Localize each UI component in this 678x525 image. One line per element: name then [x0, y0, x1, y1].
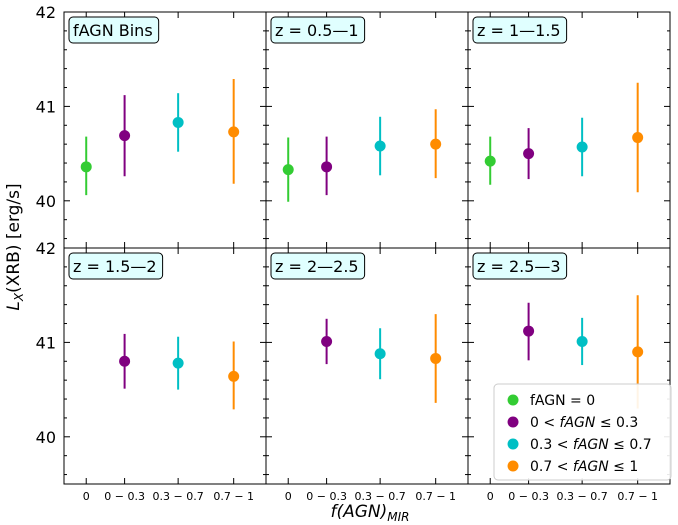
data-point [119, 130, 131, 142]
panel-title-box: z = 1.5—2 [68, 252, 164, 280]
x-tick-label: 0.3 − 0.7 [557, 490, 608, 503]
data-points [80, 79, 644, 410]
data-point [172, 116, 184, 128]
y-tick-label: 42 [36, 3, 56, 22]
panel-title: z = 1—1.5 [477, 21, 561, 40]
panel-frame-5 [467, 247, 671, 485]
data-point [228, 370, 240, 382]
legend-items: fAGN = 0 0 < fAGN ≤ 0.3 0.3 < fAGN ≤ 0.7 0.… [507, 393, 652, 475]
y-tick-label: 42 [36, 239, 56, 258]
panel-title-box: fAGN Bins [68, 16, 160, 44]
y-tick-label: 41 [36, 97, 56, 116]
panel-title: z = 0.5—1 [275, 21, 359, 40]
panel-title-frame [472, 16, 568, 44]
data-point [321, 335, 333, 347]
panel-title-box: z = 2.5—3 [472, 252, 568, 280]
y-label-sub: X [12, 292, 26, 302]
panel-title: z = 2—2.5 [275, 257, 359, 276]
panel-title-box: z = 1—1.5 [472, 16, 568, 44]
y-tick-label: 40 [36, 192, 56, 211]
x-tick-label: 0.3 − 0.7 [153, 490, 204, 503]
x-label-sub: MIR [387, 510, 409, 524]
panel-title-frame [270, 16, 366, 44]
data-point [80, 161, 92, 173]
data-point [430, 138, 442, 150]
legend-label: 0 < fAGN ≤ 0.3 [530, 415, 638, 431]
x-tick-label: 0.7 − 1 [415, 490, 456, 503]
legend-marker [507, 416, 519, 428]
data-point [228, 126, 240, 138]
data-point [321, 161, 333, 173]
panel-titles: fAGN Bins z = 0.5—1 z = 1—1.5 z = 1.5—2 z = … [68, 16, 568, 280]
data-point [430, 352, 442, 364]
panel-title: z = 1.5—2 [73, 257, 157, 276]
legend-marker [507, 394, 519, 406]
x-tick-label: 0.7 − 1 [617, 490, 658, 503]
data-point [523, 325, 535, 337]
x-tick-label: 0 − 0.3 [508, 490, 549, 503]
y-label-rest: (XRB) [erg/s] [4, 183, 24, 293]
data-point [374, 348, 386, 360]
y-axis-label: LX(XRB) [erg/s] [4, 183, 26, 310]
legend: fAGN = 0 0 < fAGN ≤ 0.3 0.3 < fAGN ≤ 0.7 0.… [493, 383, 672, 481]
legend-frame [493, 383, 672, 481]
panel-title: z = 2.5—3 [477, 257, 561, 276]
legend-label: fAGN = 0 [530, 393, 595, 409]
data-point [282, 164, 294, 176]
legend-marker [507, 460, 519, 472]
x-tick-label: 0.7 − 1 [213, 490, 254, 503]
data-point [523, 148, 535, 160]
y-tick-label: 40 [36, 428, 56, 447]
legend-label: 0.3 < fAGN ≤ 0.7 [530, 437, 652, 453]
legend-marker [507, 438, 519, 450]
panel-title-box: z = 0.5—1 [270, 16, 366, 44]
panel-title: fAGN Bins [73, 21, 153, 40]
panel-title-frame [270, 252, 366, 280]
data-point [632, 132, 644, 144]
x-tick-label: 0 − 0.3 [104, 490, 145, 503]
legend-label: 0.7 < fAGN ≤ 1 [530, 459, 638, 475]
x-tick-label: 0 [83, 490, 90, 503]
x-tick-label: 0 − 0.3 [306, 490, 347, 503]
data-point [119, 355, 131, 367]
data-point [172, 357, 184, 369]
x-tick-label: 0.3 − 0.7 [355, 490, 406, 503]
panel-grid [63, 11, 671, 485]
data-point [576, 335, 588, 347]
panel-frame-1 [265, 11, 469, 249]
panel-title-frame [68, 16, 160, 44]
x-label-main: f(AGN) [330, 502, 387, 522]
panel-title-frame [68, 252, 164, 280]
panel-frame-4 [265, 247, 469, 485]
data-point [374, 140, 386, 152]
y-tick-label: 41 [36, 333, 56, 352]
data-point [484, 155, 496, 167]
y-label-main: L [4, 301, 24, 310]
data-point [632, 346, 644, 358]
panel-frame-2 [467, 11, 671, 249]
x-tick-label: 0 [487, 490, 494, 503]
panel-title-box: z = 2—2.5 [270, 252, 366, 280]
panel-frame-3 [63, 247, 267, 485]
panel-title-frame [472, 252, 568, 280]
data-point [576, 141, 588, 153]
x-tick-label: 0 [285, 490, 292, 503]
x-axis-label: f(AGN)MIR [330, 502, 409, 524]
